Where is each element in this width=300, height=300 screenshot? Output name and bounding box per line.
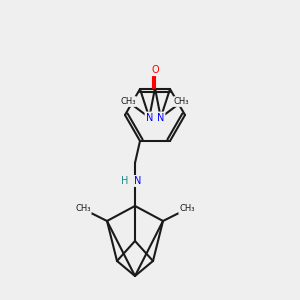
Text: CH₃: CH₃ — [174, 97, 190, 106]
Text: CH₃: CH₃ — [121, 97, 136, 106]
Text: O: O — [151, 65, 159, 75]
Text: CH₃: CH₃ — [179, 205, 195, 214]
Text: CH₃: CH₃ — [75, 205, 91, 214]
Text: N: N — [157, 112, 164, 123]
Text: N: N — [134, 176, 142, 186]
Text: H: H — [121, 176, 129, 186]
Text: N: N — [146, 112, 153, 123]
